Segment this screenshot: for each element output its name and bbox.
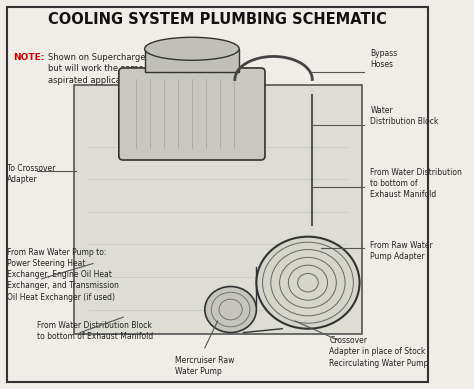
FancyBboxPatch shape (73, 85, 362, 335)
Text: Shown on Supercharged application,
but will work the same on naturally
aspirated: Shown on Supercharged application, but w… (48, 53, 202, 85)
Ellipse shape (145, 37, 239, 60)
Text: From Raw Water Pump to:
Power Steering Heat
Exchanger, Engine Oil Heat
Exchanger: From Raw Water Pump to: Power Steering H… (7, 248, 119, 301)
Text: From Water Distribution
to bottom of
Exhaust Manifold: From Water Distribution to bottom of Exh… (370, 168, 462, 199)
Text: Water
Distribution Block: Water Distribution Block (370, 106, 438, 126)
Text: NOTE:: NOTE: (14, 53, 45, 61)
Text: COOLING SYSTEM PLUMBING SCHEMATIC: COOLING SYSTEM PLUMBING SCHEMATIC (48, 12, 387, 27)
Text: To Crossover
Adapter: To Crossover Adapter (7, 164, 55, 184)
Circle shape (256, 237, 360, 329)
Text: Mercruiser Raw
Water Pump: Mercruiser Raw Water Pump (175, 356, 234, 376)
Text: From Water Distribution Block
to bottom of Exhaust Manifold: From Water Distribution Block to bottom … (37, 321, 154, 341)
Text: Bypass
Hoses: Bypass Hoses (370, 49, 398, 69)
FancyBboxPatch shape (145, 49, 239, 72)
Text: Crossover
Adapter in place of Stock
Recirculating Water Pump: Crossover Adapter in place of Stock Reci… (329, 336, 429, 368)
FancyBboxPatch shape (119, 68, 265, 160)
Text: From Raw Water
Pump Adapter: From Raw Water Pump Adapter (370, 240, 433, 261)
Circle shape (205, 287, 256, 333)
